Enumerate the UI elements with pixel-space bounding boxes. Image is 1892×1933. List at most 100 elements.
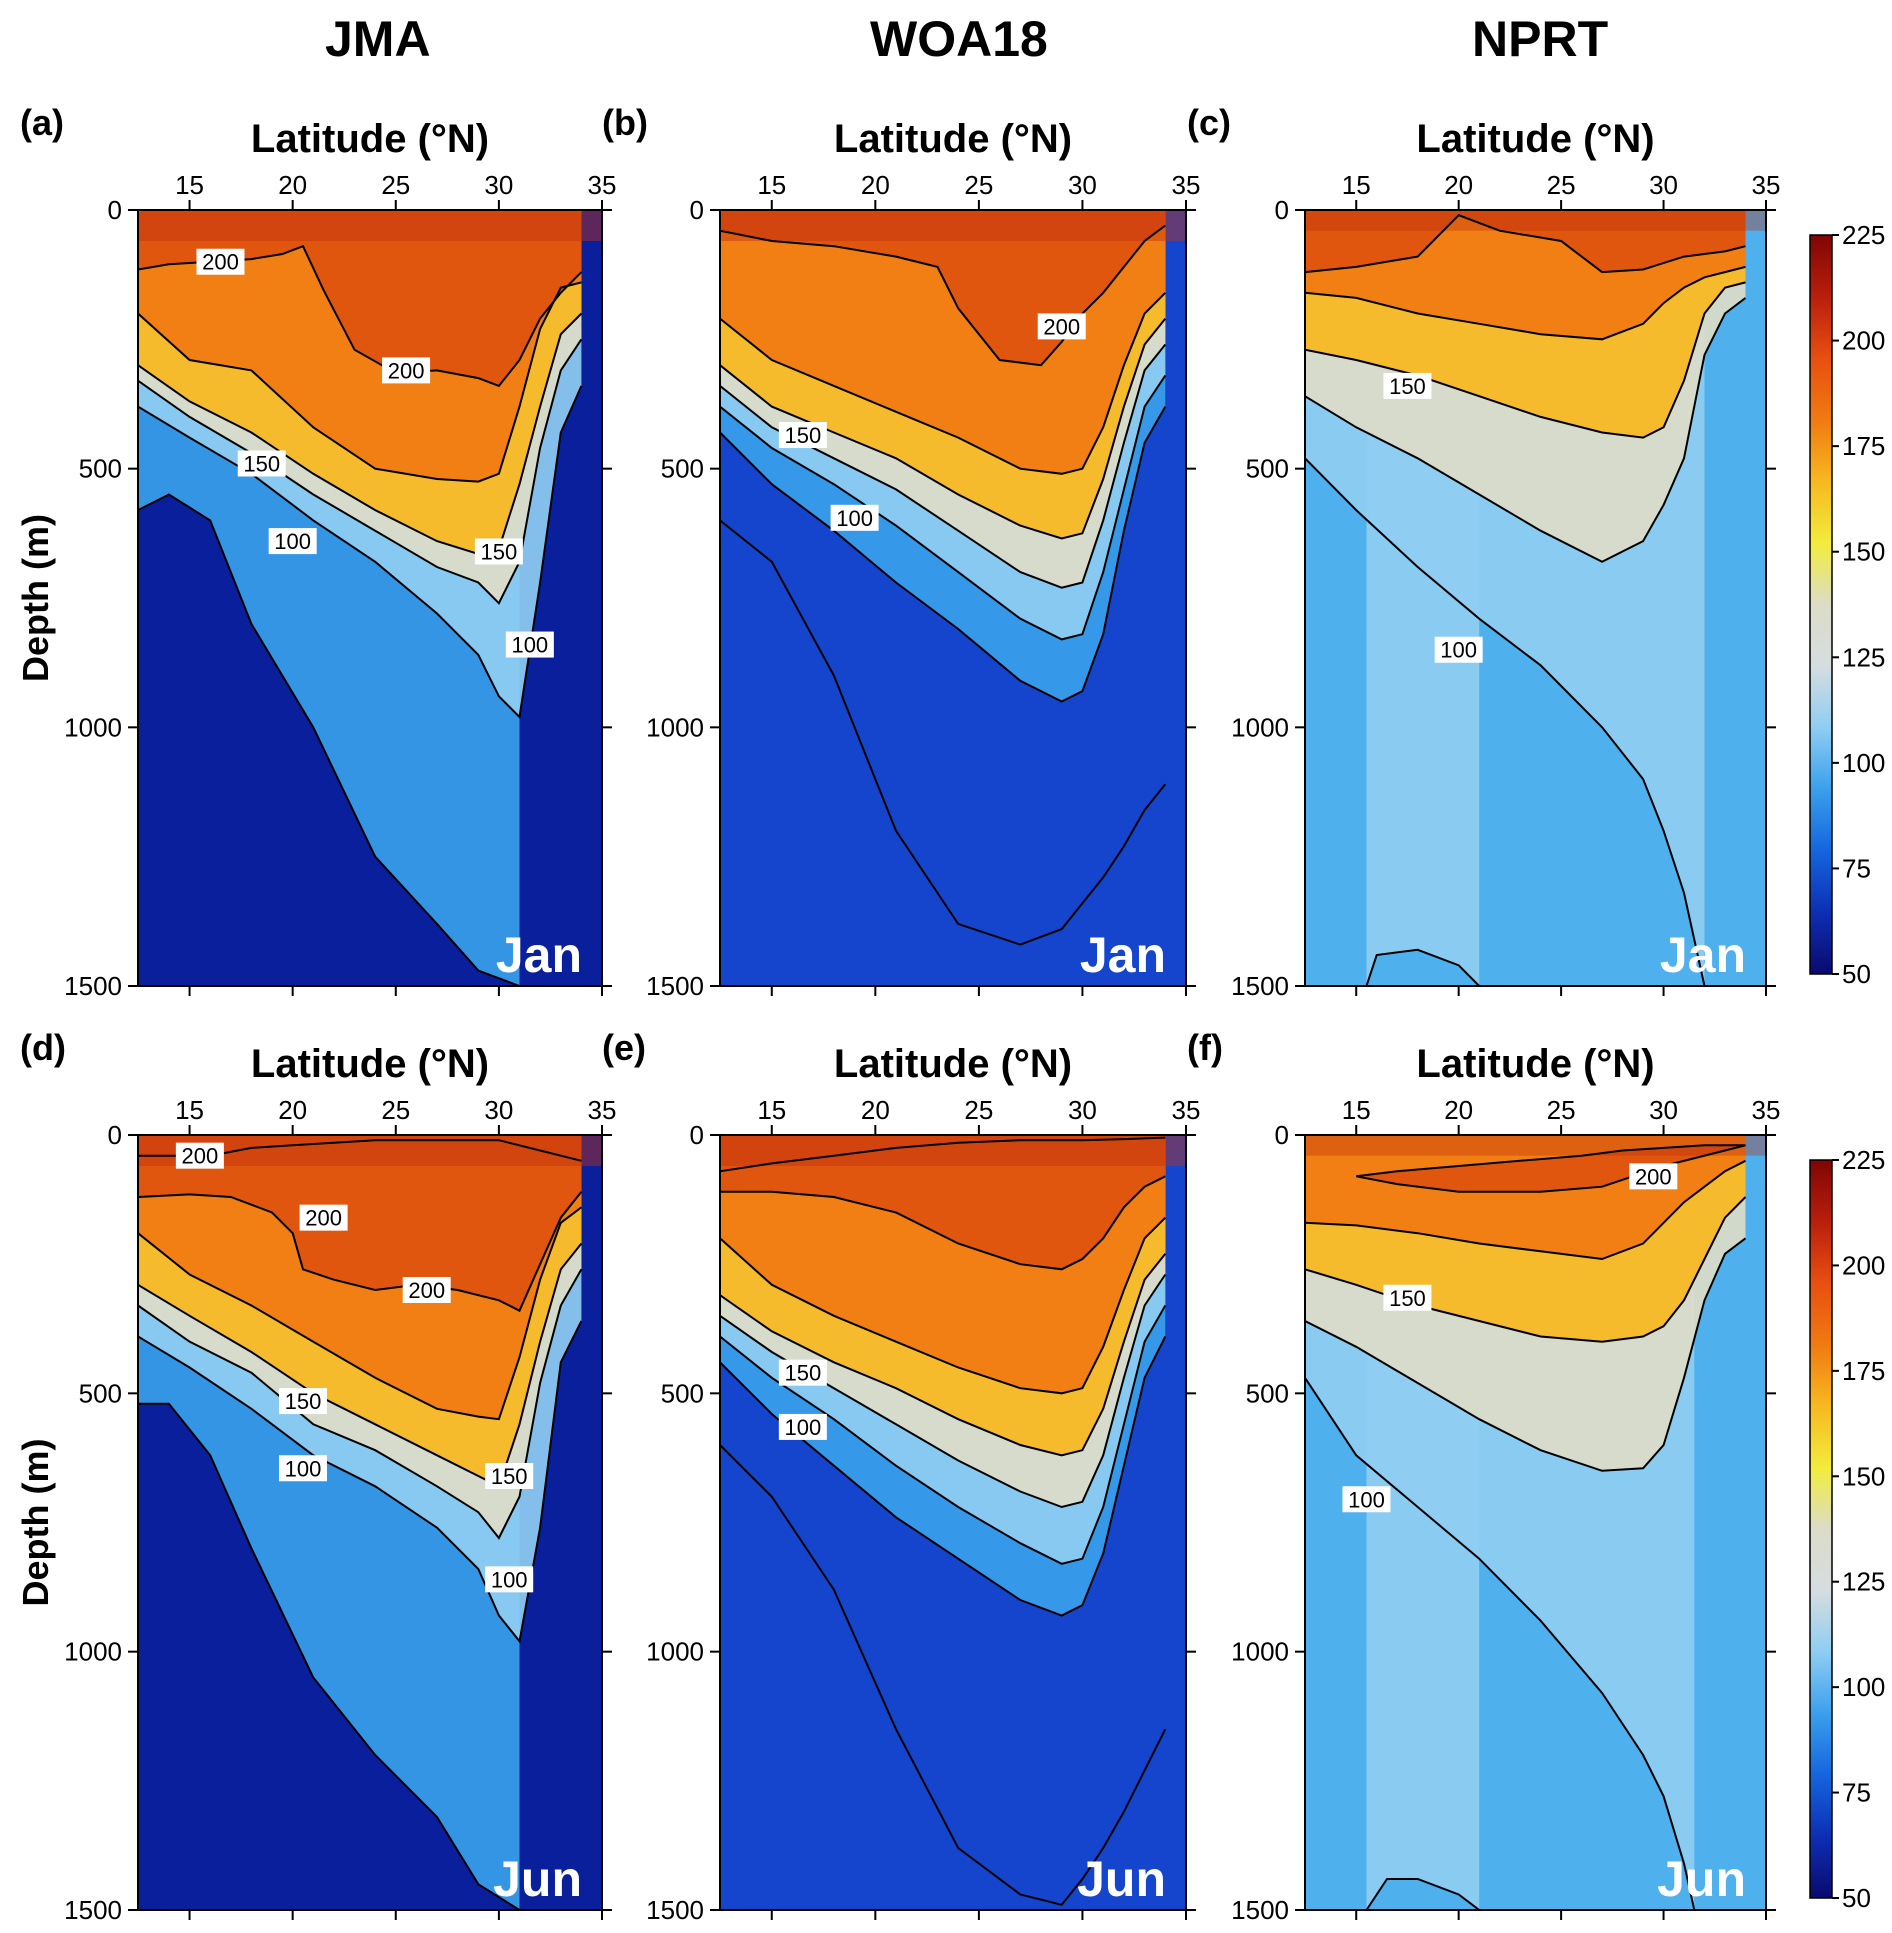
y-tick-label: 0 xyxy=(690,195,704,225)
contour-label: 100 xyxy=(274,529,311,554)
x-tick-label: 35 xyxy=(1752,1095,1781,1125)
x-tick-label: 15 xyxy=(175,170,204,200)
contour-label-box xyxy=(1037,313,1086,340)
contour-label-box xyxy=(474,538,523,565)
x-tick-label: 25 xyxy=(1547,170,1576,200)
y-tick-label: 1500 xyxy=(1231,971,1289,1001)
panel-frame xyxy=(1304,209,1767,987)
colorbar-tick-label: 200 xyxy=(1842,1250,1885,1280)
x-tick-label: 20 xyxy=(278,1095,307,1125)
y-tick-label: 1000 xyxy=(1231,712,1289,742)
contour-label-box xyxy=(268,528,317,555)
month-label: Jun xyxy=(1657,1851,1746,1907)
panel-body: 150 100 xyxy=(720,1135,1186,1910)
y-tick-label: 1500 xyxy=(64,1895,122,1925)
x-tick-label: 35 xyxy=(588,170,617,200)
y-tick-label: 500 xyxy=(661,454,704,484)
contour-line-175 xyxy=(1305,1159,1746,1261)
contour-line-125 xyxy=(1305,297,1747,563)
month-label: Jan xyxy=(1660,927,1746,983)
colorbar-tick-label: 125 xyxy=(1842,1567,1885,1597)
contour-label-box xyxy=(485,1463,534,1489)
y-tick-label: 1500 xyxy=(1231,1895,1289,1925)
panel-frame xyxy=(1304,1134,1767,1911)
contour-line-125 xyxy=(138,338,583,605)
panel-label: (b) xyxy=(602,102,648,143)
contour-label: 150 xyxy=(481,539,518,564)
contour-label: 200 xyxy=(388,358,425,383)
colorbar-tick-label: 100 xyxy=(1842,1672,1885,1702)
month-label: Jun xyxy=(1077,1851,1166,1907)
panel-body: 150 100 xyxy=(1305,210,1766,986)
contour-line-200 xyxy=(720,224,1166,367)
contour-label: 100 xyxy=(1348,1487,1385,1512)
x-tick-label: 15 xyxy=(757,170,786,200)
panel-label: (c) xyxy=(1187,102,1231,143)
contour-line-95 xyxy=(1365,1878,1480,1910)
contour-label: 200 xyxy=(1635,1164,1672,1189)
panel-f: 200 150 100 Jun 15 20 25 30 35 0 500 1000 1500 (f) Lat… xyxy=(1187,1027,1885,1925)
x-axis-label: Latitude (°N) xyxy=(834,1042,1072,1086)
panel-e: 150 100 Jun 15 20 25 30 35 0 500 1000 1500 (e) Latitu… xyxy=(602,1027,1200,1925)
x-axis-label: Latitude (°N) xyxy=(1416,117,1654,161)
panel-c: 150 100 Jan 15 20 25 30 35 0 500 1000 1500 (c) Latitu… xyxy=(1187,102,1885,1001)
y-tick-label: 500 xyxy=(661,1378,704,1408)
x-tick-label: 15 xyxy=(1342,1095,1371,1125)
contour-label: 100 xyxy=(836,506,873,531)
contour-line-100 xyxy=(1305,1377,1696,1910)
y-tick-label: 0 xyxy=(690,1120,704,1150)
x-tick-label: 30 xyxy=(1068,170,1097,200)
column-title-nprt: NPRT xyxy=(1472,11,1609,67)
panel-body: 200 200 200 150 150 100 100 xyxy=(138,1135,602,1910)
colorbar-tick-label: 150 xyxy=(1842,1461,1885,1491)
contour-label: 100 xyxy=(784,1415,821,1440)
colorbar-tick-label: 50 xyxy=(1842,1883,1871,1913)
y-tick-label: 0 xyxy=(1275,1120,1289,1150)
contour-line-175 xyxy=(1305,265,1746,341)
contour-band-210 xyxy=(720,1135,1166,1172)
contour-label: 150 xyxy=(285,1389,322,1414)
contour-label: 100 xyxy=(1440,638,1477,663)
x-tick-label: 35 xyxy=(1752,170,1781,200)
contour-band-200 xyxy=(138,1135,582,1311)
panel-body: 200 150 100 xyxy=(720,210,1186,986)
panel-label: (f) xyxy=(1187,1027,1223,1068)
contour-label-box xyxy=(175,1142,224,1169)
colorbar-tick-label: 175 xyxy=(1842,1356,1885,1386)
contour-label: 200 xyxy=(182,1144,219,1169)
x-tick-label: 15 xyxy=(175,1095,204,1125)
y-tick-label: 1000 xyxy=(646,1637,704,1667)
contour-label-box xyxy=(402,1277,451,1303)
y-tick-label: 1000 xyxy=(646,712,704,742)
x-tick-label: 35 xyxy=(1172,1095,1201,1125)
contour-line-125 xyxy=(1305,1237,1747,1472)
x-tick-label: 30 xyxy=(1649,1095,1678,1125)
surface-warm-band xyxy=(138,210,602,242)
contour-line-100 xyxy=(1305,457,1706,986)
x-tick-label: 20 xyxy=(861,170,890,200)
y-tick-label: 1000 xyxy=(64,1637,122,1667)
contour-label-box xyxy=(1383,1284,1432,1311)
colorbar-tick-label: 50 xyxy=(1842,959,1871,989)
contour-label-box xyxy=(505,631,554,658)
contour-line-200 xyxy=(138,1191,583,1313)
panel-b: 200 150 100 Jan 15 20 25 30 35 0 500 1000 1500 (b) Lat… xyxy=(602,102,1200,1001)
contour-label-box xyxy=(237,450,286,477)
panel-frame xyxy=(719,1134,1187,1911)
contour-label-box xyxy=(278,1455,327,1482)
y-tick-label: 1000 xyxy=(1231,1637,1289,1667)
panel-body: 200 200 150 150 100 100 xyxy=(138,210,602,986)
contour-line-175 xyxy=(138,1206,583,1421)
contour-line-75 xyxy=(138,1402,521,1910)
contour-label-box xyxy=(278,1388,327,1415)
contour-label-box xyxy=(485,1566,534,1593)
colorbar-tick-label: 200 xyxy=(1842,326,1885,356)
month-label: Jan xyxy=(1080,927,1166,983)
surface-warm-band xyxy=(1305,1135,1766,1156)
contour-label: 150 xyxy=(784,1361,821,1386)
contour-label: 200 xyxy=(408,1278,445,1303)
contour-label-box xyxy=(382,357,431,384)
contour-line-210 xyxy=(720,1136,1166,1173)
contour-label-box xyxy=(830,504,879,531)
